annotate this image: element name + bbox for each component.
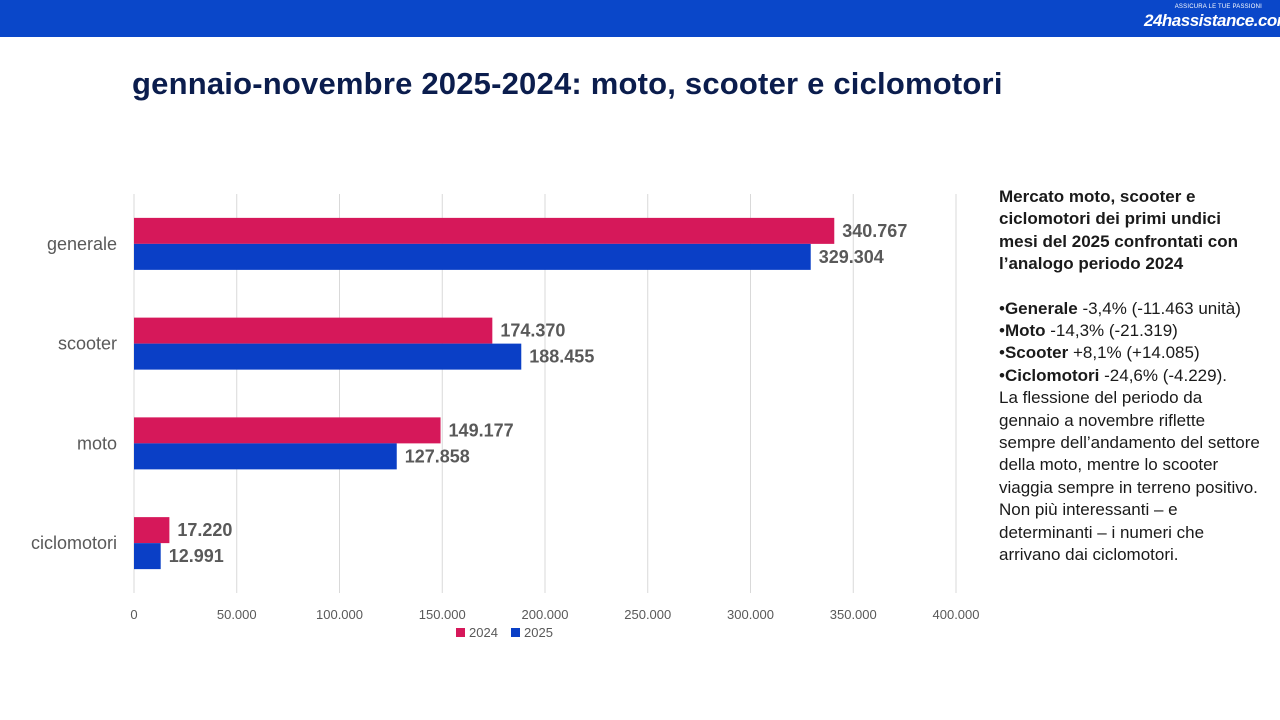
x-tick-label: 0 [130,607,137,622]
data-label: 340.767 [842,221,907,241]
legend-swatch [511,628,520,637]
side-heading: Mercato moto, scooter e ciclomotori dei … [999,187,1239,274]
bullet-ciclomotori: •Ciclomotori -24,6% (-4.229). [999,365,1264,387]
x-tick-label: 150.000 [419,607,466,622]
bullet-moto: •Moto -14,3% (-21.319) [999,320,1264,342]
bar-2025 [134,543,161,570]
bullet-char: • [999,298,1005,318]
legend-label: 2025 [524,625,553,640]
bullet-list: •Generale -3,4% (-11.463 unità) •Moto -1… [999,298,1264,388]
x-tick-label: 100.000 [316,607,363,622]
data-label: 174.370 [500,321,565,341]
bullet-scooter: •Scooter +8,1% (+14.085) [999,342,1264,364]
data-label: 329.304 [819,247,884,267]
bullet-text: -14,3% (-21.319) [1045,321,1178,341]
bar-2024 [134,317,493,344]
logo-tagline: ASSICURA LE TUE PASSIONI [1174,4,1262,10]
bullet-name: Generale [1004,298,1078,318]
side-panel: Mercato moto, scooter e ciclomotori dei … [999,186,1264,567]
x-tick-label: 50.000 [217,607,257,622]
bullet-char: • [999,343,1005,363]
bullet-name: Moto [1004,321,1046,341]
category-label: generale [47,234,117,254]
brand-logo: ASSICURA LE TUE PASSIONI 24hassistance.c… [1142,3,1280,35]
bullet-text: -24,6% (-4.229). [1099,365,1227,385]
side-paragraph: La flessione del periodo da gennaio a no… [999,388,1260,565]
page-title: gennaio-novembre 2025-2024: moto, scoote… [132,66,1003,101]
x-tick-label: 400.000 [933,607,980,622]
category-label: ciclomotori [31,533,117,553]
bullet-name: Ciclomotori [1004,365,1100,385]
x-tick-label: 250.000 [624,607,671,622]
bullet-text: -3,4% (-11.463 unità) [1077,298,1241,318]
top-bar: ASSICURA LE TUE PASSIONI 24hassistance.c… [0,0,1280,37]
logo-text: 24hassistance.com [1144,11,1280,30]
bullet-char: • [999,365,1005,385]
bar-2025 [134,243,811,270]
bullet-generale: •Generale -3,4% (-11.463 unità) [999,298,1264,320]
data-label: 149.177 [449,420,514,440]
category-label: moto [77,433,117,453]
bar-2024 [134,217,835,244]
bullet-char: • [999,321,1005,341]
bullet-text: +8,1% (+14.085) [1068,343,1200,363]
x-tick-label: 350.000 [830,607,877,622]
bar-2025 [134,443,397,470]
bar-2025 [134,343,522,370]
bar-2024 [134,517,170,544]
bar-2024 [134,417,441,444]
bar-chart: 0 50.000 100.000 150.000 200.000 250.000 300.0… [31,194,980,640]
data-label: 12.991 [169,546,224,566]
data-label: 17.220 [177,520,232,540]
legend-swatch [456,628,465,637]
x-tick-label: 200.000 [522,607,569,622]
category-label: scooter [58,334,117,354]
legend-label: 2024 [469,625,498,640]
bullet-name: Scooter [1004,343,1069,363]
data-label: 127.858 [405,446,470,466]
x-tick-label: 300.000 [727,607,774,622]
data-label: 188.455 [529,347,594,367]
